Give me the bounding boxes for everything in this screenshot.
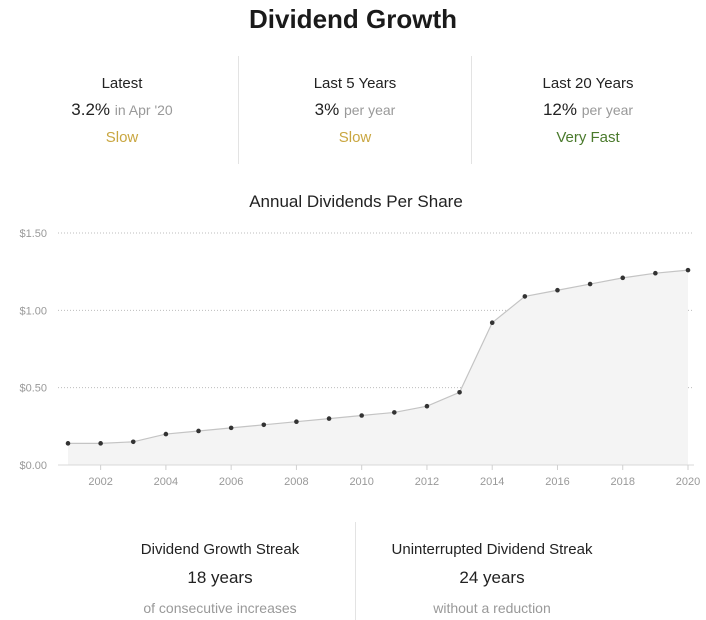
stat-value-number: 3.2%	[71, 100, 111, 119]
page-title: Dividend Growth	[249, 4, 457, 34]
stats-divider	[471, 56, 472, 164]
x-tick-label: 2020	[676, 476, 700, 488]
dividend-chart: $0.00 $0.50 $1.00 $1.50 2002 2004 2006 2008 2010…	[19, 228, 700, 488]
y-tick-label: $1.50	[19, 228, 47, 240]
data-point	[522, 294, 528, 299]
stat-last-5-years: Last 5 Years 3% per year Slow	[239, 56, 471, 164]
stat-label: Last 20 Years	[542, 75, 634, 92]
chart-title: Annual Dividends Per Share	[249, 192, 463, 211]
data-point	[326, 416, 332, 421]
series-line	[68, 269, 689, 444]
data-point	[653, 270, 658, 276]
data-point	[65, 441, 71, 446]
data-point	[359, 413, 364, 418]
data-point	[261, 422, 267, 428]
x-tick-label: 2008	[284, 476, 308, 488]
x-tick-label: 2014	[480, 476, 504, 488]
stat-rating: Slow	[105, 129, 139, 146]
x-tick-label: 2002	[88, 476, 112, 488]
stat-value: 3.2% in Apr '20	[6, 100, 238, 120]
data-point	[457, 390, 462, 395]
streak-uninterrupted: Uninterrupted Dividend Streak 24 years w…	[367, 522, 617, 616]
stat-latest: Latest 3.2% in Apr '20 Slow	[6, 56, 238, 164]
y-tick-label: $1.00	[19, 305, 47, 317]
streak-value: 18 years	[187, 568, 253, 587]
streaks-row: Dividend Growth Streak 18 years of conse…	[0, 522, 706, 620]
streak-sub: of consecutive increases	[143, 600, 297, 616]
x-tick-label: 2018	[610, 476, 634, 488]
streak-sub: without a reduction	[433, 600, 551, 616]
stat-rating: Very Fast	[556, 129, 620, 146]
data-point	[130, 439, 136, 445]
stat-label: Last 5 Years	[313, 75, 397, 92]
data-point	[98, 441, 103, 446]
data-point	[392, 410, 397, 415]
y-tick-label: $0.50	[19, 383, 47, 395]
stat-value: 12% per year	[472, 100, 704, 120]
x-tick-label: 2016	[545, 476, 569, 488]
data-point	[228, 425, 234, 431]
x-tick-label: 2012	[415, 476, 439, 488]
stat-rating: Slow	[338, 129, 372, 146]
streaks-divider	[355, 522, 356, 620]
streak-value: 24 years	[459, 568, 525, 587]
data-point	[685, 267, 691, 273]
data-point	[620, 275, 626, 281]
streak-dividend-growth: Dividend Growth Streak 18 years of conse…	[95, 522, 345, 616]
stat-value-sub: per year	[581, 102, 634, 118]
data-point	[587, 281, 593, 287]
data-point	[163, 431, 169, 437]
area-fill	[68, 270, 688, 465]
x-tick-label: 2006	[219, 476, 243, 488]
x-tick-label: 2010	[349, 476, 373, 488]
stat-label: Latest	[101, 75, 143, 92]
stats-row: Latest 3.2% in Apr '20 Slow Last 5 Years…	[0, 56, 706, 164]
stat-value: 3% per year	[239, 100, 471, 120]
stat-value-sub: per year	[343, 102, 396, 118]
data-point	[555, 287, 560, 293]
stats-divider	[238, 56, 239, 164]
data-point	[489, 320, 495, 326]
stat-value-number: 3%	[314, 100, 340, 119]
stat-value-number: 12%	[542, 100, 577, 119]
stat-last-20-years: Last 20 Years 12% per year Very Fast	[472, 56, 704, 164]
streak-label: Uninterrupted Dividend Streak	[391, 541, 593, 558]
data-point	[294, 419, 299, 424]
streak-label: Dividend Growth Streak	[140, 541, 300, 558]
data-point	[196, 428, 201, 434]
data-point	[424, 403, 430, 409]
y-tick-label: $0.00	[19, 460, 47, 472]
x-tick-label: 2004	[154, 476, 178, 488]
stat-value-sub: in Apr '20	[114, 102, 173, 118]
